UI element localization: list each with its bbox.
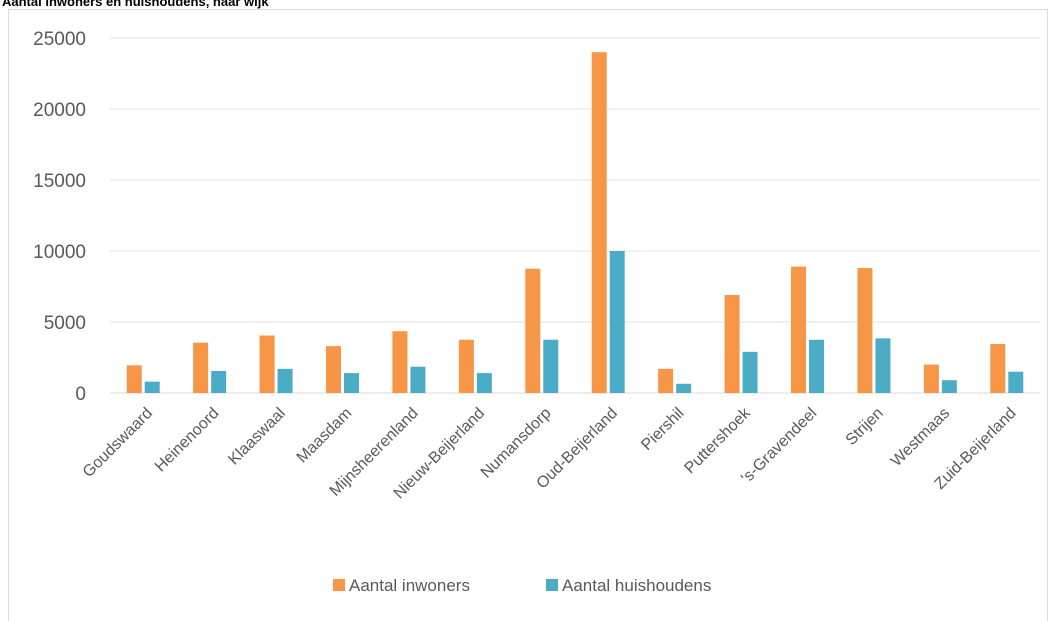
x-category-label: Strijen (843, 405, 887, 449)
bar-inwoners (591, 52, 607, 393)
legend-swatch (333, 579, 345, 591)
chart-title: Aantal inwoners en huishoudens, naar wij… (2, 0, 269, 9)
x-category-label: Maasdam (294, 405, 356, 467)
gridlines (110, 37, 1040, 394)
bar-huishoudens (941, 380, 957, 393)
y-axis-ticks: 0 5000 10000 15000 20000 25000 (33, 29, 86, 405)
legend: Aantal inwoners Aantal huishoudens (333, 576, 711, 595)
bar-huishoudens (875, 338, 891, 393)
bar-inwoners (126, 365, 142, 393)
legend-swatch (546, 579, 558, 591)
x-category-label: Goudswaard (80, 405, 156, 481)
bar-inwoners (724, 295, 740, 393)
bar-inwoners (458, 339, 474, 393)
bar-inwoners (857, 268, 873, 393)
bar-huishoudens (410, 366, 426, 393)
x-category-label: Puttershoek (681, 404, 754, 477)
y-tick-label: 20000 (33, 100, 86, 121)
bar-inwoners (392, 331, 408, 393)
bar-huishoudens (144, 381, 160, 393)
bar-huishoudens (1008, 371, 1024, 393)
bar-inwoners (791, 266, 806, 393)
y-tick-label: 15000 (33, 171, 86, 192)
x-category-label: Klaaswaal (225, 405, 289, 469)
x-category-label: Heinenoord (152, 405, 223, 476)
bar-huishoudens (543, 339, 559, 393)
bar-huishoudens (476, 373, 492, 393)
y-tick-label: 5000 (44, 313, 86, 334)
bar-inwoners (259, 335, 275, 393)
bar-huishoudens (809, 339, 824, 393)
x-category-label: Westmaas (888, 405, 953, 470)
y-tick-label: 0 (75, 384, 86, 405)
bar-huishoudens (277, 368, 293, 393)
bar-huishoudens (609, 251, 625, 393)
y-tick-label: 10000 (33, 242, 86, 263)
x-category-label: Piershil (638, 405, 687, 454)
bar-huishoudens (742, 351, 758, 393)
bar-inwoners (658, 368, 674, 393)
bar-inwoners (326, 346, 341, 393)
bar-inwoners (525, 268, 541, 393)
bar-inwoners (923, 364, 939, 393)
bar-inwoners (193, 342, 209, 393)
bar-huishoudens (676, 383, 692, 393)
chart-frame (8, 9, 1048, 621)
bar-inwoners (990, 344, 1006, 393)
bar-huishoudens (211, 370, 227, 393)
y-tick-label: 25000 (33, 29, 86, 50)
bars (126, 52, 1024, 393)
bar-huishoudens (344, 373, 359, 393)
legend-label: Aantal inwoners (349, 576, 470, 595)
legend-label: Aantal huishoudens (562, 576, 711, 595)
